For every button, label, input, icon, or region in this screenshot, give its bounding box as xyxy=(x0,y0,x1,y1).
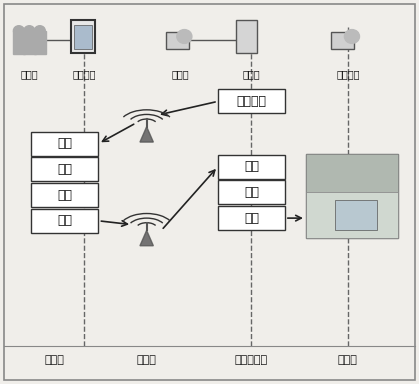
Circle shape xyxy=(13,26,24,36)
Polygon shape xyxy=(140,127,153,142)
Circle shape xyxy=(24,26,35,36)
Bar xyxy=(31,209,98,233)
Text: 存储: 存储 xyxy=(57,189,72,202)
Text: 数据处理层: 数据处理层 xyxy=(235,355,268,365)
Text: 上传: 上传 xyxy=(57,214,72,227)
Text: 展示: 展示 xyxy=(244,212,259,225)
Text: 智能手机: 智能手机 xyxy=(72,69,96,79)
Bar xyxy=(218,155,285,179)
Text: 应用层: 应用层 xyxy=(338,355,358,365)
Bar xyxy=(71,20,95,53)
Bar xyxy=(331,32,354,49)
Bar xyxy=(74,25,92,49)
Text: 服务器: 服务器 xyxy=(243,69,260,79)
Bar xyxy=(218,180,285,204)
Text: 感知任务: 感知任务 xyxy=(236,95,266,108)
Text: 感知: 感知 xyxy=(57,137,72,150)
Text: 存储: 存储 xyxy=(244,160,259,173)
Bar xyxy=(306,154,398,238)
Text: 处理: 处理 xyxy=(57,163,72,176)
Circle shape xyxy=(177,30,192,43)
Bar xyxy=(31,132,98,156)
Bar xyxy=(218,206,285,230)
Circle shape xyxy=(344,30,360,43)
Polygon shape xyxy=(140,230,153,246)
Bar xyxy=(166,32,189,49)
Bar xyxy=(306,192,398,238)
Bar xyxy=(236,20,257,53)
Bar xyxy=(34,31,46,54)
Text: 参与者: 参与者 xyxy=(21,69,38,79)
Text: 后端用户: 后端用户 xyxy=(336,69,360,79)
Bar xyxy=(335,200,377,230)
Bar xyxy=(13,31,25,54)
Text: 处理: 处理 xyxy=(244,186,259,199)
Bar xyxy=(23,31,36,54)
Bar xyxy=(31,157,98,181)
Bar xyxy=(31,183,98,207)
Bar xyxy=(218,89,285,113)
Text: 感知层: 感知层 xyxy=(44,355,65,365)
Circle shape xyxy=(34,26,45,36)
Text: 管理员: 管理员 xyxy=(171,69,189,79)
Text: 传输层: 传输层 xyxy=(137,355,157,365)
Bar xyxy=(306,154,398,192)
